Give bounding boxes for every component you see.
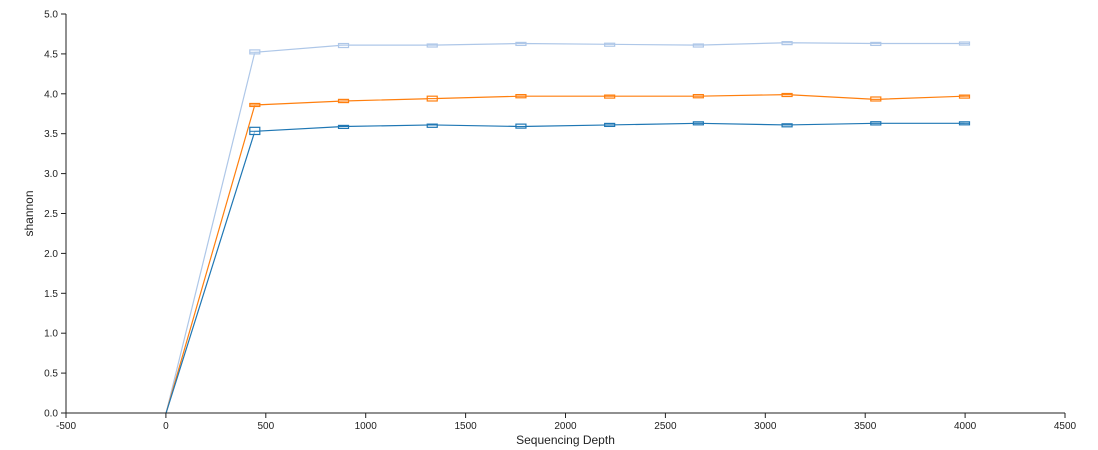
y-tick-label: 1.0: [44, 329, 58, 340]
x-tick-label: 2500: [654, 421, 677, 432]
x-axis: -500 0 500 1000 1500 2000 2500 3000 3500 4000 4500: [56, 412, 1077, 432]
x-tick-label: 3500: [854, 421, 877, 432]
y-tick-label: 0.5: [44, 369, 58, 380]
x-axis-title: Sequencing Depth: [516, 433, 615, 447]
y-tick-label: 0.0: [44, 409, 58, 420]
series-line: [165, 122, 965, 414]
x-tick-label: 1500: [454, 421, 477, 432]
y-axis: 0.0 0.5 1.0 1.5 2.0 2.5 3.0 3.5 4.0 4.5 5.0: [44, 10, 67, 420]
x-tick-label: 4500: [1054, 421, 1077, 432]
y-tick-label: 1.5: [44, 289, 58, 300]
x-tick-label: 500: [257, 421, 274, 432]
x-tick-label: 1000: [355, 421, 378, 432]
y-tick-label: 5.0: [44, 10, 58, 21]
y-axis-title: shannon: [22, 190, 36, 236]
series-line: [165, 93, 965, 414]
series-2: [165, 121, 971, 414]
y-tick-label: 3.0: [44, 169, 58, 180]
x-tick-label: 3000: [754, 421, 777, 432]
series-1: [165, 92, 971, 414]
y-tick-label: 4.5: [44, 49, 58, 60]
y-tick-label: 2.0: [44, 249, 58, 260]
x-tick-label: 0: [163, 421, 169, 432]
plot-area: [165, 41, 971, 414]
x-tick-label: 2000: [554, 421, 577, 432]
x-tick-label: 4000: [954, 421, 977, 432]
series-line: [165, 42, 965, 414]
data-point-box: [426, 123, 438, 128]
x-tick-label: -500: [56, 421, 76, 432]
y-tick-label: 2.5: [44, 209, 58, 220]
y-tick-label: 3.5: [44, 129, 58, 140]
y-tick-label: 4.0: [44, 89, 58, 100]
series-0: [165, 41, 971, 414]
